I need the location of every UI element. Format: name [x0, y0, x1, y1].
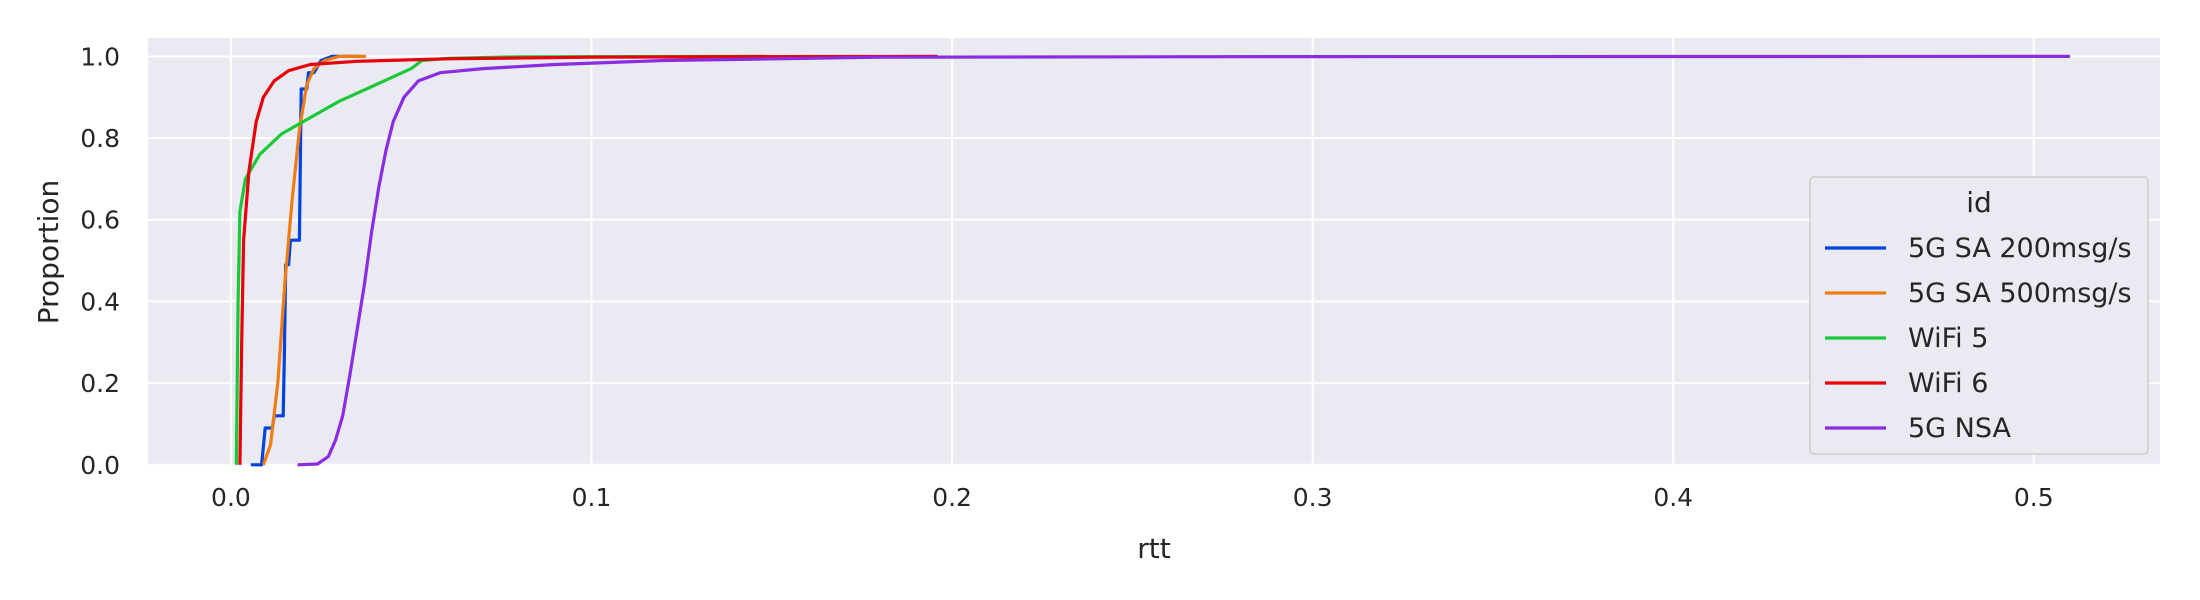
x-tick-label: 0.4: [1653, 483, 1693, 512]
x-tick-label: 0.0: [211, 483, 251, 512]
series-line-4: [238, 54, 938, 465]
y-tick-labels: 0.0 0.2 0.4 0.6 0.8 1.0: [80, 42, 120, 479]
x-tick-label: 0.5: [2014, 483, 2054, 512]
y-tick-label: 0.4: [80, 287, 120, 316]
x-tick-label: 0.1: [572, 483, 612, 512]
legend-label-5: 5G NSA: [1908, 413, 2012, 444]
y-tick-label: 0.0: [80, 451, 120, 480]
legend: id 5G SA 200msg/s 5G SA 500msg/s WiFi 5 WiF…: [1809, 176, 2149, 455]
legend-entries: 5G SA 200msg/s 5G SA 500msg/s WiFi 5 WiFi 6…: [1825, 233, 2132, 444]
y-axis-label: Proportion: [32, 180, 65, 324]
legend-label-1: 5G SA 200msg/s: [1908, 233, 2132, 264]
legend-title: id: [1966, 186, 1992, 219]
y-tick-label: 1.0: [80, 42, 120, 71]
legend-label-2: 5G SA 500msg/s: [1908, 278, 2132, 309]
legend-label-4: WiFi 6: [1908, 368, 1988, 399]
legend-box: [1809, 176, 2149, 455]
x-tick-labels: 0.0 0.1 0.2 0.3 0.4 0.5: [211, 483, 2054, 512]
y-tick-label: 0.8: [80, 124, 120, 153]
y-tick-label: 0.2: [80, 369, 120, 398]
series-lines: [234, 54, 2070, 467]
x-tick-label: 0.2: [932, 483, 972, 512]
y-tick-label: 0.6: [80, 206, 120, 235]
series-line-2: [261, 54, 367, 466]
legend-label-3: WiFi 5: [1908, 323, 1988, 354]
series-line-5: [297, 54, 2070, 467]
x-axis-label: rtt: [1137, 532, 1170, 565]
x-tick-label: 0.3: [1293, 483, 1333, 512]
